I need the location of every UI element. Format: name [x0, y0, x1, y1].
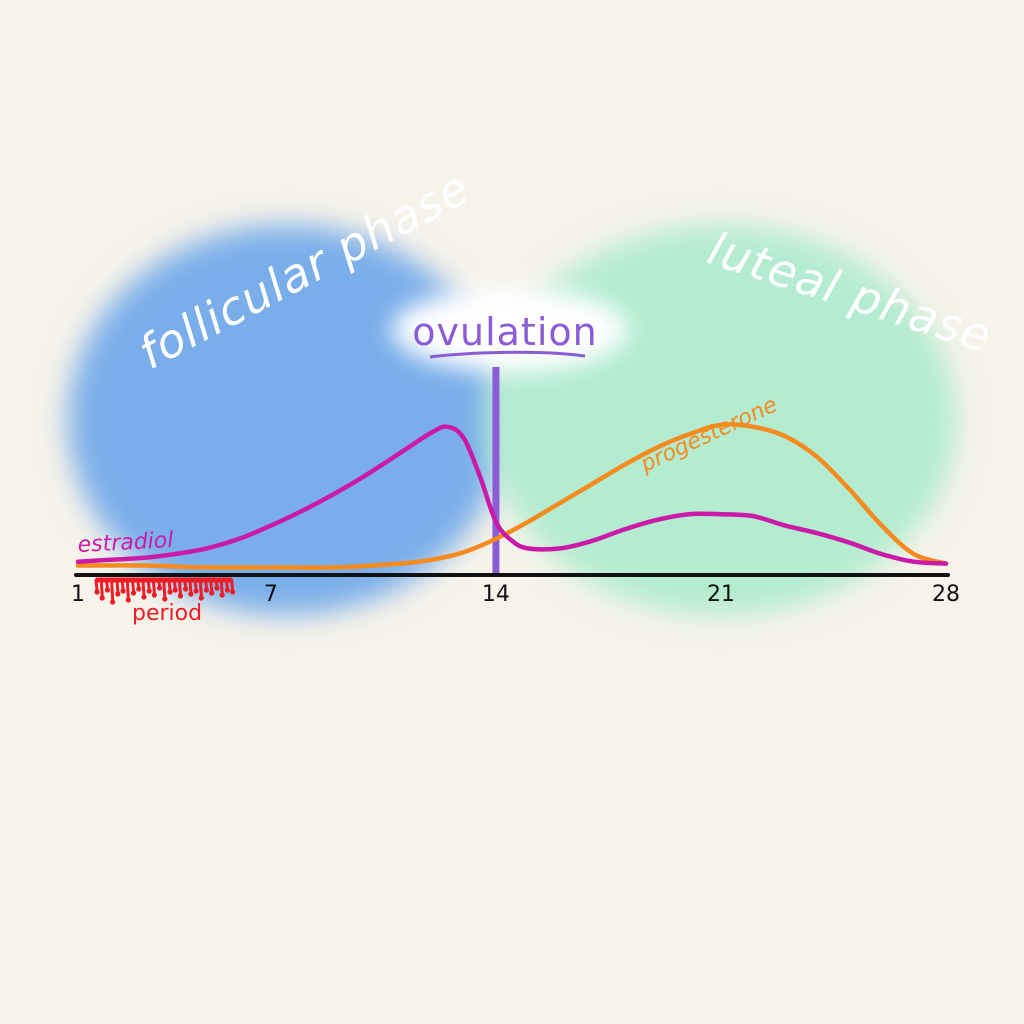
period-drop [193, 588, 199, 594]
period-drop [183, 586, 189, 592]
period-drip [167, 578, 172, 592]
period-drop [125, 597, 131, 603]
period-drop [94, 589, 100, 595]
period-drop [214, 585, 220, 591]
period-drip [188, 578, 193, 594]
x-tick-labels: 1 7 14 21 28 [71, 582, 960, 607]
period-drip [183, 578, 188, 589]
period-drip [94, 578, 99, 592]
period-drip [104, 578, 109, 590]
period-drip [141, 578, 146, 597]
estradiol-label: estradiol [77, 528, 174, 558]
period-drip [157, 578, 162, 588]
period-drip [131, 578, 136, 593]
period-drop [209, 590, 215, 596]
series-line-estradiol [75, 424, 949, 566]
ovulation-cloud: ovulation [392, 288, 628, 372]
period-drop [203, 587, 210, 593]
period-drop [120, 588, 126, 594]
period-drip [214, 578, 219, 588]
x-tick-label: 28 [932, 582, 960, 607]
ovulation-underline [429, 350, 586, 359]
period-drip [125, 578, 130, 600]
period-drop [219, 592, 225, 598]
period-drip [177, 578, 182, 596]
period-drip [209, 578, 214, 593]
x-tick-label: 21 [707, 582, 735, 607]
period-drip [172, 578, 177, 590]
period-drop [110, 599, 116, 605]
period-drip [193, 578, 198, 591]
period-drop [188, 591, 194, 597]
period-drip [162, 578, 167, 599]
period-drip [115, 578, 120, 594]
period-label: period [132, 601, 202, 626]
period-drop [156, 585, 163, 591]
series-lines [75, 422, 949, 570]
period-drop [172, 587, 178, 593]
x-tick-label: 7 [264, 582, 278, 607]
period-drop [99, 595, 105, 601]
period-drip [224, 578, 229, 590]
period-drip [120, 578, 125, 591]
period-drop [229, 589, 236, 595]
period-drip [151, 578, 156, 595]
period-drop [162, 596, 168, 602]
period-drip [230, 578, 235, 592]
ovulation-label: ovulation [412, 310, 597, 354]
period-drip [146, 578, 151, 591]
x-tick-label: 14 [482, 582, 510, 607]
period-drip [219, 578, 224, 595]
series-line-progesterone [75, 422, 949, 570]
period-drip [110, 578, 115, 602]
period-drip [136, 578, 141, 589]
period-drip [99, 578, 104, 598]
period-drop [167, 589, 173, 595]
period-drop [141, 594, 147, 600]
period-drip [198, 578, 203, 598]
period-drop [224, 587, 230, 593]
period-drop [198, 595, 204, 601]
period-drop [136, 586, 142, 592]
period-drip [204, 578, 209, 590]
period-drop [177, 593, 184, 599]
period-drop [146, 588, 152, 594]
x-tick-label: 1 [71, 582, 85, 607]
period-drop [151, 592, 157, 598]
period-marks [94, 577, 236, 605]
period-drop [104, 587, 111, 593]
period-drop [130, 590, 137, 596]
period-drop [115, 591, 121, 597]
